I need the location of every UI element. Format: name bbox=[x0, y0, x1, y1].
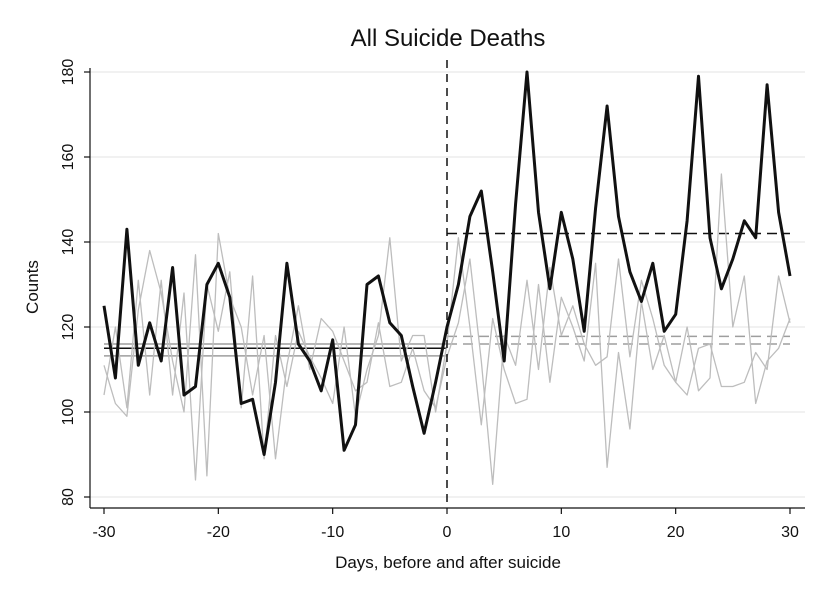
x-tick-label: -10 bbox=[321, 524, 344, 541]
x-tick-label: 20 bbox=[667, 524, 685, 541]
x-tick-label: 10 bbox=[552, 524, 570, 541]
y-tick-label: 80 bbox=[60, 488, 77, 506]
x-axis-label: Days, before and after suicide bbox=[335, 553, 561, 572]
y-tick-label: 120 bbox=[60, 314, 77, 341]
y-tick-label: 160 bbox=[60, 144, 77, 171]
y-tick-label: 140 bbox=[60, 229, 77, 256]
x-tick-label: 0 bbox=[443, 524, 452, 541]
chart-title: All Suicide Deaths bbox=[351, 25, 546, 52]
x-tick-label: -20 bbox=[207, 524, 230, 541]
y-axis-label: Counts bbox=[23, 260, 42, 314]
x-tick-label: 30 bbox=[781, 524, 799, 541]
y-tick-label: 100 bbox=[60, 399, 77, 426]
x-tick-label: -30 bbox=[92, 524, 115, 541]
axes: 80 100 120 140 160 180 -30 -20 -10 0 10 20 30 bbox=[60, 59, 805, 541]
y-tick-label: 180 bbox=[60, 59, 77, 86]
